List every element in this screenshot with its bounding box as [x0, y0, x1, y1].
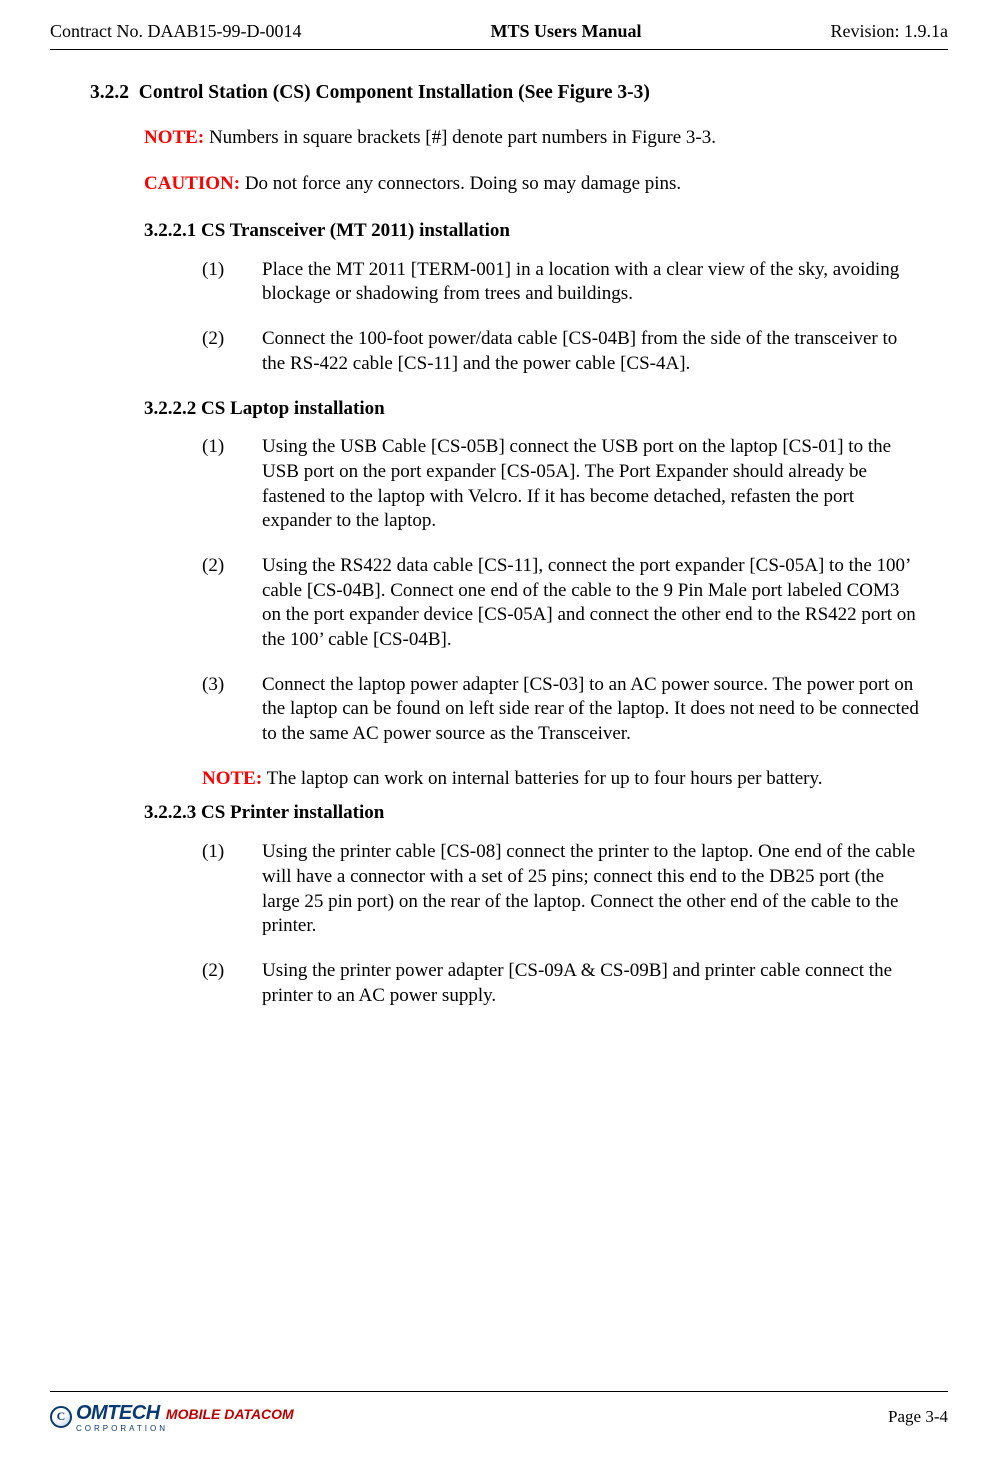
note-text: The laptop can work on internal batterie…: [262, 768, 822, 789]
list-body: Using the RS422 data cable [CS-11], conn…: [262, 554, 923, 653]
list-item: (3) Connect the laptop power adapter [CS…: [202, 673, 923, 747]
footer-rule: [50, 1391, 948, 1392]
list-item: (1) Using the printer cable [CS-08] conn…: [202, 840, 923, 939]
logo-main: OMTECH: [76, 1402, 160, 1424]
sub3-heading: 3.2.2.3 CS Printer installation: [144, 801, 923, 826]
list-body: Connect the 100-foot power/data cable [C…: [262, 327, 923, 376]
caution-text: Do not force any connectors. Doing so ma…: [240, 173, 681, 194]
list-body: Using the printer cable [CS-08] connect …: [262, 840, 923, 939]
header-left: Contract No. DAAB15-99-D-0014: [50, 20, 301, 43]
list-item: (2) Connect the 100-foot power/data cabl…: [202, 327, 923, 376]
header-rule: [50, 49, 948, 50]
note-block: NOTE: Numbers in square brackets [#] den…: [144, 126, 923, 151]
sub1-heading: 3.2.2.1 CS Transceiver (MT 2011) install…: [144, 219, 923, 244]
list-body: Connect the laptop power adapter [CS-03]…: [262, 673, 923, 747]
header-right: Revision: 1.9.1a: [830, 20, 948, 43]
logo-sub: MOBILE DATACOM: [166, 1406, 294, 1422]
note-label: NOTE:: [144, 127, 204, 148]
logo-text-wrap: OMTECH MOBILE DATACOM CORPORATION: [76, 1400, 294, 1434]
list-num: (1): [202, 435, 262, 534]
list-num: (2): [202, 959, 262, 1008]
list-num: (1): [202, 258, 262, 307]
list-body: Place the MT 2011 [TERM-001] in a locati…: [262, 258, 923, 307]
list-item: (2) Using the printer power adapter [CS-…: [202, 959, 923, 1008]
section-heading: 3.2.2 Control Station (CS) Component Ins…: [90, 80, 923, 105]
list-num: (3): [202, 673, 262, 747]
caution-block: CAUTION: Do not force any connectors. Do…: [144, 172, 923, 197]
footer: C OMTECH MOBILE DATACOM CORPORATION Page…: [50, 1391, 948, 1434]
logo: C OMTECH MOBILE DATACOM CORPORATION: [50, 1400, 294, 1434]
list-body: Using the printer power adapter [CS-09A …: [262, 959, 923, 1008]
section-number: 3.2.2: [90, 82, 129, 103]
list-body: Using the USB Cable [CS-05B] connect the…: [262, 435, 923, 534]
header-center: MTS Users Manual: [490, 20, 641, 43]
sub2-note: NOTE: The laptop can work on internal ba…: [202, 767, 923, 792]
note-label: NOTE:: [202, 768, 262, 789]
globe-icon: C: [50, 1406, 72, 1428]
section-title: Control Station (CS) Component Installat…: [139, 82, 650, 103]
list-num: (2): [202, 554, 262, 653]
list-item: (1) Place the MT 2011 [TERM-001] in a lo…: [202, 258, 923, 307]
page-number: Page 3-4: [888, 1406, 948, 1428]
list-item: (2) Using the RS422 data cable [CS-11], …: [202, 554, 923, 653]
list-item: (1) Using the USB Cable [CS-05B] connect…: [202, 435, 923, 534]
header-row: Contract No. DAAB15-99-D-0014 MTS Users …: [50, 20, 948, 43]
page: Contract No. DAAB15-99-D-0014 MTS Users …: [0, 0, 998, 1460]
caution-label: CAUTION:: [144, 173, 240, 194]
sub2-heading: 3.2.2.2 CS Laptop installation: [144, 397, 923, 422]
list-num: (1): [202, 840, 262, 939]
footer-row: C OMTECH MOBILE DATACOM CORPORATION Page…: [50, 1400, 948, 1434]
logo-line1: OMTECH MOBILE DATACOM: [76, 1400, 294, 1426]
content: 3.2.2 Control Station (CS) Component Ins…: [50, 80, 948, 1008]
list-num: (2): [202, 327, 262, 376]
note-text: Numbers in square brackets [#] denote pa…: [204, 127, 716, 148]
